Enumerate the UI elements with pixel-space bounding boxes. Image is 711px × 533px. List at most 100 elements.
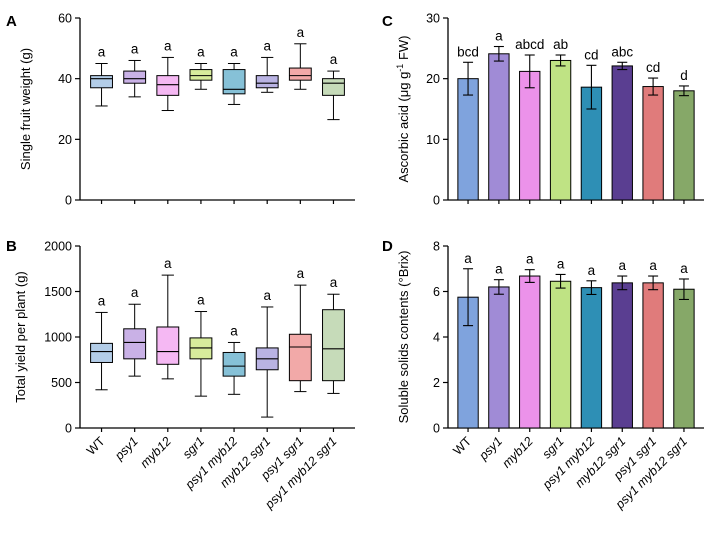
panel-letter: C [382, 13, 393, 30]
significance-letter: a [164, 38, 172, 53]
significance-letter: cd [646, 60, 660, 75]
bar-8 [673, 90, 695, 201]
box-3 [156, 274, 180, 380]
significance-letter: a [330, 52, 338, 67]
significance-letter: a [526, 252, 534, 267]
box-iqr [123, 328, 147, 360]
x-category-label: psy1 [112, 434, 141, 463]
y-tick-label: 40 [58, 72, 72, 86]
y-tick-label: 0 [65, 422, 72, 436]
box-3 [156, 56, 180, 112]
box-iqr [222, 69, 246, 95]
y-tick-label: 2000 [44, 240, 72, 254]
significance-letter: a [197, 293, 205, 308]
bar-4 [549, 59, 572, 201]
significance-letter: a [330, 275, 338, 290]
y-tick-label: 60 [58, 12, 72, 26]
significance-letter: a [557, 256, 565, 271]
significance-letter: a [230, 323, 238, 338]
y-tick-label: 20 [426, 72, 440, 86]
box-7 [288, 284, 312, 393]
bar-2 [488, 53, 510, 201]
significance-letter: ab [553, 37, 568, 52]
box-6 [255, 56, 279, 93]
panel-letter: B [6, 238, 17, 255]
bar-4 [549, 280, 572, 429]
y-tick-label: 0 [433, 194, 440, 208]
significance-letter: a [263, 288, 271, 303]
box-2 [123, 59, 147, 98]
box-7 [288, 43, 312, 90]
significance-letter: cd [584, 47, 598, 62]
significance-letter: a [263, 38, 271, 53]
bar-5 [580, 287, 603, 429]
y-axis-title-tail: FW) [396, 36, 411, 64]
y-axis-title: Ascorbic acid (μg g-1 FW) [395, 36, 411, 183]
significance-letter: a [297, 25, 305, 40]
box-1 [90, 311, 113, 391]
box-5 [222, 63, 246, 105]
y-tick-label: 4 [433, 331, 440, 345]
bar-6 [611, 65, 633, 201]
y-tick-label: 20 [58, 133, 72, 147]
y-axis-title: Single fruit weight (g) [18, 48, 33, 170]
y-tick-label: 1500 [44, 285, 72, 299]
box-8 [322, 70, 345, 121]
box-6 [255, 306, 279, 418]
significance-letter: a [297, 266, 305, 281]
box-iqr [222, 351, 246, 377]
box-iqr [189, 69, 213, 81]
y-axis-title-main: Ascorbic acid (μg g [396, 72, 411, 183]
significance-letter: a [164, 256, 172, 271]
bar-2 [488, 286, 510, 429]
y-tick-label: 0 [433, 422, 440, 436]
box-iqr [90, 75, 113, 89]
box-4 [189, 63, 213, 90]
x-category-label: WT [84, 434, 108, 458]
significance-letter: a [197, 45, 205, 60]
significance-letter: d [680, 68, 688, 83]
y-tick-label: 2 [433, 376, 440, 390]
box-2 [123, 303, 147, 377]
significance-letter: a [230, 45, 238, 60]
box-iqr [255, 75, 279, 89]
box-iqr [156, 326, 180, 365]
x-category-label: myb12 [499, 434, 535, 470]
box-iqr [288, 333, 312, 382]
box-iqr [288, 67, 312, 81]
y-axis-title: Total yield per plant (g) [13, 271, 28, 403]
box-5 [222, 341, 246, 395]
y-axis-title: Soluble solids contents (°Brix) [396, 251, 411, 424]
y-tick-label: 1000 [44, 331, 72, 345]
x-category-label: sgr1 [180, 434, 207, 461]
y-tick-label: 10 [426, 133, 440, 147]
box-4 [189, 311, 213, 397]
significance-letter: abc [611, 44, 633, 59]
y-tick-label: 500 [51, 376, 72, 390]
significance-letter: a [680, 261, 688, 276]
box-iqr [123, 70, 147, 84]
box-iqr [156, 75, 180, 96]
box-iqr [322, 309, 345, 382]
significance-letter: abcd [515, 37, 544, 52]
x-category-label: myb12 [137, 434, 173, 470]
bar-6 [611, 282, 633, 429]
bar-7 [642, 86, 664, 201]
significance-letter: a [495, 29, 503, 44]
significance-letter: bcd [457, 44, 479, 59]
box-iqr [90, 342, 113, 363]
significance-letter: a [464, 251, 472, 266]
y-tick-label: 30 [426, 12, 440, 26]
significance-letter: a [619, 258, 627, 273]
significance-letter: a [649, 258, 657, 273]
bar-8 [673, 288, 695, 429]
y-tick-label: 0 [65, 194, 72, 208]
significance-letter: a [98, 293, 106, 308]
panel-letter: A [6, 13, 17, 30]
y-axis-title-sup: -1 [395, 64, 405, 72]
y-tick-label: 8 [433, 240, 440, 254]
panel-letter: D [382, 238, 393, 255]
